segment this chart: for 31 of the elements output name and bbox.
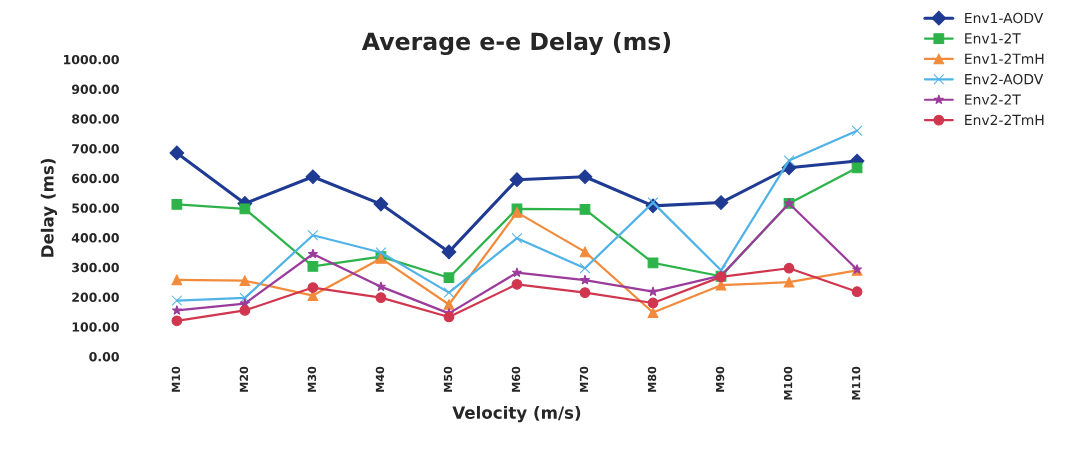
legend-label: Env1-2T xyxy=(965,33,1021,44)
y-tick-label: 100.00 xyxy=(72,322,119,332)
x-tick-label: M40 xyxy=(375,366,385,392)
x-tick-label: M90 xyxy=(715,366,725,392)
x-tick-label: M30 xyxy=(307,366,317,392)
legend-label: Env2-2TmH xyxy=(965,114,1044,125)
y-tick-label: 700.00 xyxy=(72,144,119,154)
x-tick-label: M10 xyxy=(171,366,181,392)
x-tick-label: M20 xyxy=(239,366,249,392)
x-tick-label: M70 xyxy=(579,366,589,392)
x-tick-label: M80 xyxy=(647,366,657,392)
y-axis-title: Delay (ms) xyxy=(40,158,58,257)
y-tick-label: 500.00 xyxy=(72,203,119,213)
y-tick-label: 0.00 xyxy=(89,351,119,362)
legend-label: Env2-2T xyxy=(965,94,1021,105)
chart-title: Average e-e Delay (ms) xyxy=(361,31,671,56)
y-tick-label: 300.00 xyxy=(72,262,119,273)
x-tick-label: M50 xyxy=(443,366,453,392)
legend-label: Env2-AODV xyxy=(965,73,1044,85)
legend-label: Env1-2TmH xyxy=(965,53,1044,64)
x-axis-title: Velocity (m/s) xyxy=(452,405,581,423)
y-tick-label: 200.00 xyxy=(72,292,119,302)
x-tick-label: M60 xyxy=(511,366,521,392)
x-tick-label: M110 xyxy=(851,366,861,400)
y-tick-label: 600.00 xyxy=(72,173,119,184)
y-tick-label: 1000.00 xyxy=(64,54,119,65)
x-tick-label: M100 xyxy=(783,366,793,400)
y-tick-label: 900.00 xyxy=(71,84,119,95)
y-tick-label: 800.00 xyxy=(72,114,119,124)
y-tick-label: 400.00 xyxy=(71,233,119,243)
legend-label: Env1-AODV xyxy=(965,12,1044,24)
